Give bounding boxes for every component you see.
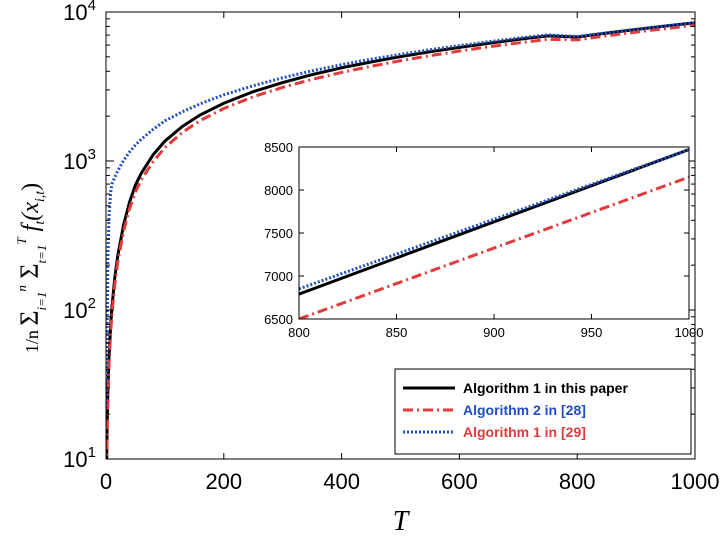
legend-entry-1: Algorithm 2 in [28]	[463, 402, 586, 418]
x-tick-label: 200	[205, 469, 242, 494]
inset-y-tick-label: 6500	[264, 312, 293, 327]
x-tick-label: 400	[323, 469, 360, 494]
legend: Algorithm 1 in this paper Algorithm 2 in …	[394, 368, 692, 455]
inset-y-tick-label: 7000	[264, 269, 293, 284]
inset-plot: 800 850 900 950 1000 6500 7000 7500 8000 8500	[264, 140, 703, 340]
inset-series-line-1	[299, 175, 689, 319]
inset-y-tick-label: 8000	[264, 183, 293, 198]
inset-x-tick-label: 850	[386, 325, 408, 340]
x-tick-label: 600	[441, 469, 478, 494]
series-line-1	[106, 23, 695, 459]
x-tick-label: 0	[100, 469, 112, 494]
y-tick-label: 103	[63, 146, 96, 174]
y-axis-label-text: 1/n Σi=1n Σt=1T ft(xi,t)	[14, 183, 49, 353]
inset-x-tick-label: 950	[581, 325, 603, 340]
inset-series-line-2	[299, 148, 689, 291]
x-axis-label: T	[393, 506, 411, 537]
inset-x-tick-label: 900	[483, 325, 505, 340]
legend-entry-0: Algorithm 1 in this paper	[463, 380, 628, 396]
legend-entry-2: Algorithm 1 in [29]	[463, 424, 586, 440]
y-axis-label: 1/n Σi=1n Σt=1T ft(xi,t)	[14, 183, 49, 353]
y-tick-label: 101	[63, 444, 96, 472]
inset-y-tick-label: 8500	[264, 140, 293, 155]
x-tick-label: 1000	[671, 469, 720, 494]
main-plot: 0 200 400 600 800 1000 T 101 102 103 104	[63, 0, 719, 537]
y-tick-label: 104	[63, 0, 96, 25]
main-axes-box	[105, 11, 696, 460]
x-tick-label: 800	[559, 469, 596, 494]
inset-x-tick-label: 800	[288, 325, 310, 340]
inset-background	[299, 147, 689, 319]
series-line-2	[106, 21, 695, 408]
y-tick-label: 102	[63, 295, 96, 323]
inset-y-tick-label: 7500	[264, 226, 293, 241]
inset-x-tick-label: 1000	[675, 325, 704, 340]
